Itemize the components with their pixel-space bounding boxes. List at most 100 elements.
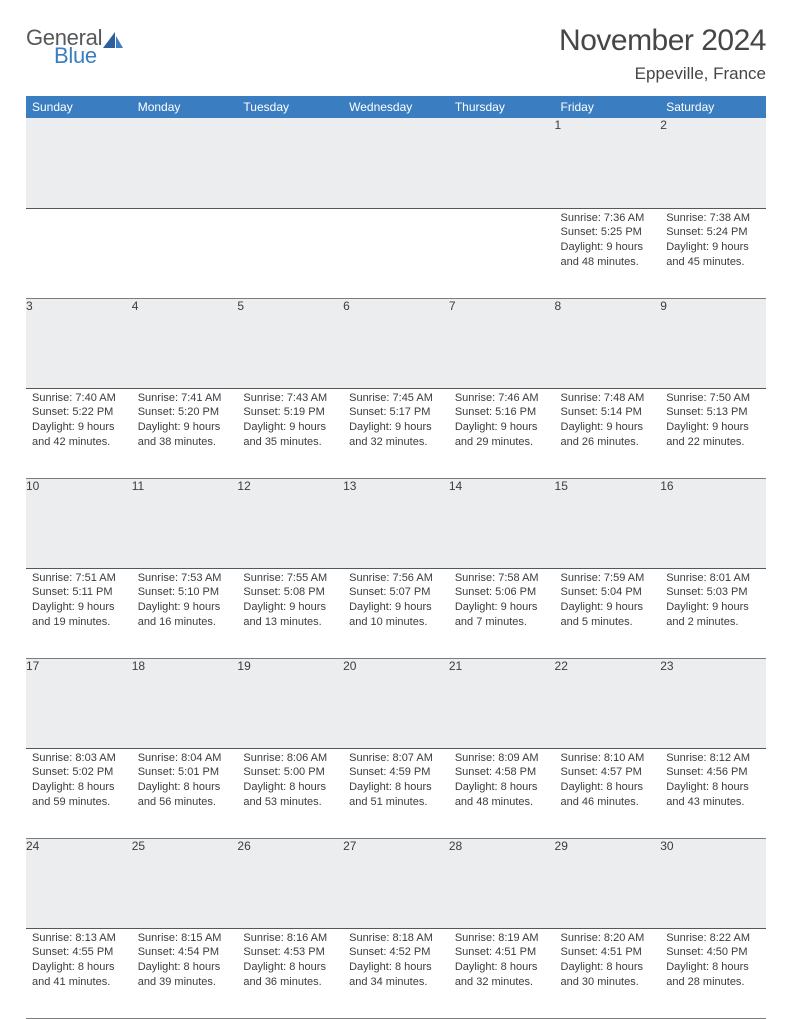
day-header: Friday: [555, 96, 661, 118]
day-number-cell: 13: [343, 478, 449, 568]
day-number-cell: 17: [26, 658, 132, 748]
day-content-cell: Sunrise: 7:53 AMSunset: 5:10 PMDaylight:…: [132, 568, 238, 658]
day-number-cell: [449, 118, 555, 208]
day-number-cell: 21: [449, 658, 555, 748]
day-number-cell: 14: [449, 478, 555, 568]
day-details: Sunrise: 7:56 AMSunset: 5:07 PMDaylight:…: [343, 569, 449, 636]
day-header: Thursday: [449, 96, 555, 118]
day-content-cell: Sunrise: 8:18 AMSunset: 4:52 PMDaylight:…: [343, 928, 449, 1018]
day-content-cell: Sunrise: 7:50 AMSunset: 5:13 PMDaylight:…: [660, 388, 766, 478]
day-content-cell: Sunrise: 8:19 AMSunset: 4:51 PMDaylight:…: [449, 928, 555, 1018]
day-number-cell: 28: [449, 838, 555, 928]
day-content-cell: Sunrise: 8:16 AMSunset: 4:53 PMDaylight:…: [237, 928, 343, 1018]
daynum-row: 12: [26, 118, 766, 208]
daynum-row: 17181920212223: [26, 658, 766, 748]
day-number-cell: 24: [26, 838, 132, 928]
day-details: Sunrise: 8:01 AMSunset: 5:03 PMDaylight:…: [660, 569, 766, 636]
day-number-cell: [237, 118, 343, 208]
day-content-cell: [343, 208, 449, 298]
day-details: Sunrise: 8:03 AMSunset: 5:02 PMDaylight:…: [26, 749, 132, 816]
day-content-cell: Sunrise: 8:07 AMSunset: 4:59 PMDaylight:…: [343, 748, 449, 838]
day-header: Sunday: [26, 96, 132, 118]
day-number-cell: 18: [132, 658, 238, 748]
content-row: Sunrise: 7:40 AMSunset: 5:22 PMDaylight:…: [26, 388, 766, 478]
day-content-cell: Sunrise: 7:46 AMSunset: 5:16 PMDaylight:…: [449, 388, 555, 478]
day-details: Sunrise: 8:19 AMSunset: 4:51 PMDaylight:…: [449, 929, 555, 996]
day-details: Sunrise: 7:53 AMSunset: 5:10 PMDaylight:…: [132, 569, 238, 636]
calendar-page: General Blue November 2024 Eppeville, Fr…: [0, 0, 792, 1019]
day-content-cell: Sunrise: 8:10 AMSunset: 4:57 PMDaylight:…: [555, 748, 661, 838]
day-content-cell: Sunrise: 8:06 AMSunset: 5:00 PMDaylight:…: [237, 748, 343, 838]
day-details: Sunrise: 7:55 AMSunset: 5:08 PMDaylight:…: [237, 569, 343, 636]
day-header: Saturday: [660, 96, 766, 118]
day-content-cell: Sunrise: 8:15 AMSunset: 4:54 PMDaylight:…: [132, 928, 238, 1018]
day-header: Wednesday: [343, 96, 449, 118]
calendar-table: SundayMondayTuesdayWednesdayThursdayFrid…: [26, 96, 766, 1019]
day-content-cell: [26, 208, 132, 298]
day-details: Sunrise: 7:40 AMSunset: 5:22 PMDaylight:…: [26, 389, 132, 456]
day-details: Sunrise: 7:46 AMSunset: 5:16 PMDaylight:…: [449, 389, 555, 456]
content-row: Sunrise: 8:03 AMSunset: 5:02 PMDaylight:…: [26, 748, 766, 838]
day-number-cell: 1: [555, 118, 661, 208]
title-block: November 2024 Eppeville, France: [559, 24, 766, 84]
day-number-cell: 22: [555, 658, 661, 748]
day-details: Sunrise: 7:36 AMSunset: 5:25 PMDaylight:…: [555, 209, 661, 276]
day-content-cell: Sunrise: 8:22 AMSunset: 4:50 PMDaylight:…: [660, 928, 766, 1018]
daynum-row: 3456789: [26, 298, 766, 388]
day-header: Tuesday: [237, 96, 343, 118]
day-number-cell: 16: [660, 478, 766, 568]
day-content-cell: Sunrise: 7:59 AMSunset: 5:04 PMDaylight:…: [555, 568, 661, 658]
day-number-cell: 26: [237, 838, 343, 928]
day-number-cell: 20: [343, 658, 449, 748]
day-number-cell: 12: [237, 478, 343, 568]
day-details: Sunrise: 8:13 AMSunset: 4:55 PMDaylight:…: [26, 929, 132, 996]
day-content-cell: Sunrise: 7:38 AMSunset: 5:24 PMDaylight:…: [660, 208, 766, 298]
day-number-cell: 4: [132, 298, 238, 388]
month-title: November 2024: [559, 24, 766, 58]
day-number-cell: 30: [660, 838, 766, 928]
day-number-cell: 8: [555, 298, 661, 388]
day-number-cell: 15: [555, 478, 661, 568]
day-content-cell: Sunrise: 8:03 AMSunset: 5:02 PMDaylight:…: [26, 748, 132, 838]
day-details: Sunrise: 7:43 AMSunset: 5:19 PMDaylight:…: [237, 389, 343, 456]
day-content-cell: Sunrise: 7:41 AMSunset: 5:20 PMDaylight:…: [132, 388, 238, 478]
day-content-cell: Sunrise: 7:45 AMSunset: 5:17 PMDaylight:…: [343, 388, 449, 478]
day-content-cell: Sunrise: 7:40 AMSunset: 5:22 PMDaylight:…: [26, 388, 132, 478]
daynum-row: 24252627282930: [26, 838, 766, 928]
day-details: Sunrise: 8:22 AMSunset: 4:50 PMDaylight:…: [660, 929, 766, 996]
day-content-cell: Sunrise: 7:58 AMSunset: 5:06 PMDaylight:…: [449, 568, 555, 658]
day-details: Sunrise: 7:41 AMSunset: 5:20 PMDaylight:…: [132, 389, 238, 456]
day-number-cell: 7: [449, 298, 555, 388]
content-row: Sunrise: 7:51 AMSunset: 5:11 PMDaylight:…: [26, 568, 766, 658]
day-details: Sunrise: 8:09 AMSunset: 4:58 PMDaylight:…: [449, 749, 555, 816]
day-details: Sunrise: 8:07 AMSunset: 4:59 PMDaylight:…: [343, 749, 449, 816]
day-details: Sunrise: 8:06 AMSunset: 5:00 PMDaylight:…: [237, 749, 343, 816]
location: Eppeville, France: [559, 64, 766, 84]
day-content-cell: [237, 208, 343, 298]
day-details: Sunrise: 8:18 AMSunset: 4:52 PMDaylight:…: [343, 929, 449, 996]
day-content-cell: Sunrise: 7:48 AMSunset: 5:14 PMDaylight:…: [555, 388, 661, 478]
day-content-cell: Sunrise: 7:36 AMSunset: 5:25 PMDaylight:…: [555, 208, 661, 298]
day-number-cell: [343, 118, 449, 208]
day-content-cell: Sunrise: 7:56 AMSunset: 5:07 PMDaylight:…: [343, 568, 449, 658]
day-number-cell: 5: [237, 298, 343, 388]
day-details: Sunrise: 8:10 AMSunset: 4:57 PMDaylight:…: [555, 749, 661, 816]
day-details: Sunrise: 7:45 AMSunset: 5:17 PMDaylight:…: [343, 389, 449, 456]
day-number-cell: 27: [343, 838, 449, 928]
day-header: Monday: [132, 96, 238, 118]
day-details: Sunrise: 8:15 AMSunset: 4:54 PMDaylight:…: [132, 929, 238, 996]
day-header-row: SundayMondayTuesdayWednesdayThursdayFrid…: [26, 96, 766, 118]
day-content-cell: [449, 208, 555, 298]
day-content-cell: Sunrise: 7:43 AMSunset: 5:19 PMDaylight:…: [237, 388, 343, 478]
day-number-cell: 11: [132, 478, 238, 568]
day-content-cell: [132, 208, 238, 298]
content-row: Sunrise: 7:36 AMSunset: 5:25 PMDaylight:…: [26, 208, 766, 298]
day-content-cell: Sunrise: 8:20 AMSunset: 4:51 PMDaylight:…: [555, 928, 661, 1018]
day-number-cell: 2: [660, 118, 766, 208]
day-number-cell: 6: [343, 298, 449, 388]
day-number-cell: 29: [555, 838, 661, 928]
daynum-row: 10111213141516: [26, 478, 766, 568]
day-number-cell: [26, 118, 132, 208]
day-number-cell: 23: [660, 658, 766, 748]
day-content-cell: Sunrise: 8:01 AMSunset: 5:03 PMDaylight:…: [660, 568, 766, 658]
